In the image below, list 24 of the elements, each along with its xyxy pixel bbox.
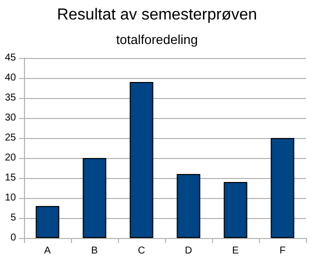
y-tick-label: 30 — [4, 112, 16, 124]
y-tick-label: 45 — [4, 52, 16, 64]
y-tick-label: 20 — [4, 152, 16, 164]
y-tick-label: 0 — [10, 232, 16, 244]
y-tick-label: 35 — [4, 92, 16, 104]
y-tick-label: 15 — [4, 172, 16, 184]
y-tick-label: 10 — [4, 192, 16, 204]
x-tick-label: C — [138, 246, 146, 256]
bar — [270, 138, 294, 238]
x-tick-label: D — [184, 246, 192, 256]
bar — [36, 206, 60, 238]
bar — [130, 82, 154, 238]
chart-subtitle: totalforedeling — [116, 32, 198, 47]
y-tick-label: 40 — [4, 72, 16, 84]
bar — [82, 158, 106, 238]
x-tick-label: F — [279, 246, 286, 256]
y-tick-label: 5 — [10, 212, 16, 224]
bar — [176, 174, 200, 238]
chart-title: Resultat av semesterprøven — [56, 6, 258, 24]
x-tick-label: A — [44, 246, 52, 256]
y-tick-label: 25 — [4, 132, 16, 144]
bar — [224, 182, 248, 238]
x-tick-label: E — [232, 246, 240, 256]
x-tick-label: B — [91, 246, 98, 256]
